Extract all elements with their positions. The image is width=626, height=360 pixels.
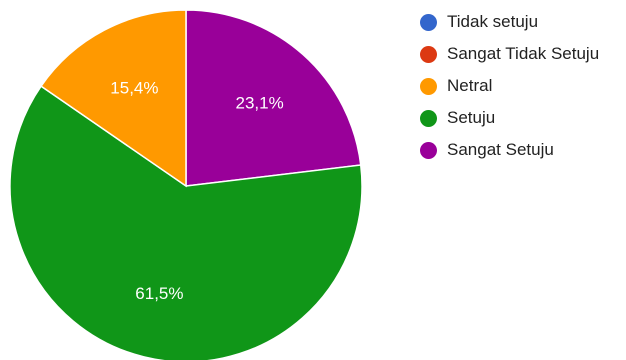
legend-label-netral: Netral: [447, 76, 493, 95]
legend: Tidak setuju Sangat Tidak Setuju Netral …: [420, 6, 599, 166]
pie-slice-sangat-setuju[interactable]: [185, 9, 362, 187]
legend-marker-tidak-setuju: [420, 13, 437, 31]
slice-value-label-netral: 15,4%: [110, 78, 158, 97]
legend-marker-setuju: [420, 109, 437, 127]
legend-label-setuju: Setuju: [447, 108, 496, 127]
legend-item-sangat-setuju[interactable]: Sangat Setuju: [420, 134, 599, 166]
legend-item-sangat-tidak-setuju[interactable]: Sangat Tidak Setuju: [420, 38, 599, 70]
legend-item-netral[interactable]: Netral: [420, 70, 599, 102]
pie-slice-setuju[interactable]: [9, 85, 363, 360]
legend-label-sangat-setuju: Sangat Setuju: [447, 140, 554, 159]
legend-marker-netral: [420, 77, 437, 95]
legend-label-tidak-setuju: Tidak setuju: [447, 12, 539, 31]
slice-value-label-setuju: 61,5%: [135, 284, 183, 303]
legend-marker-sangat-setuju: [420, 141, 437, 159]
slice-value-label-sangat-setuju: 23,1%: [235, 94, 283, 113]
legend-item-setuju[interactable]: Setuju: [420, 102, 599, 134]
legend-label-sangat-tidak-setuju: Sangat Tidak Setuju: [447, 44, 600, 63]
pie-slice-netral[interactable]: [40, 9, 187, 188]
legend-marker-sangat-tidak-setuju: [420, 45, 437, 63]
legend-item-tidak-setuju[interactable]: Tidak setuju: [420, 6, 599, 38]
